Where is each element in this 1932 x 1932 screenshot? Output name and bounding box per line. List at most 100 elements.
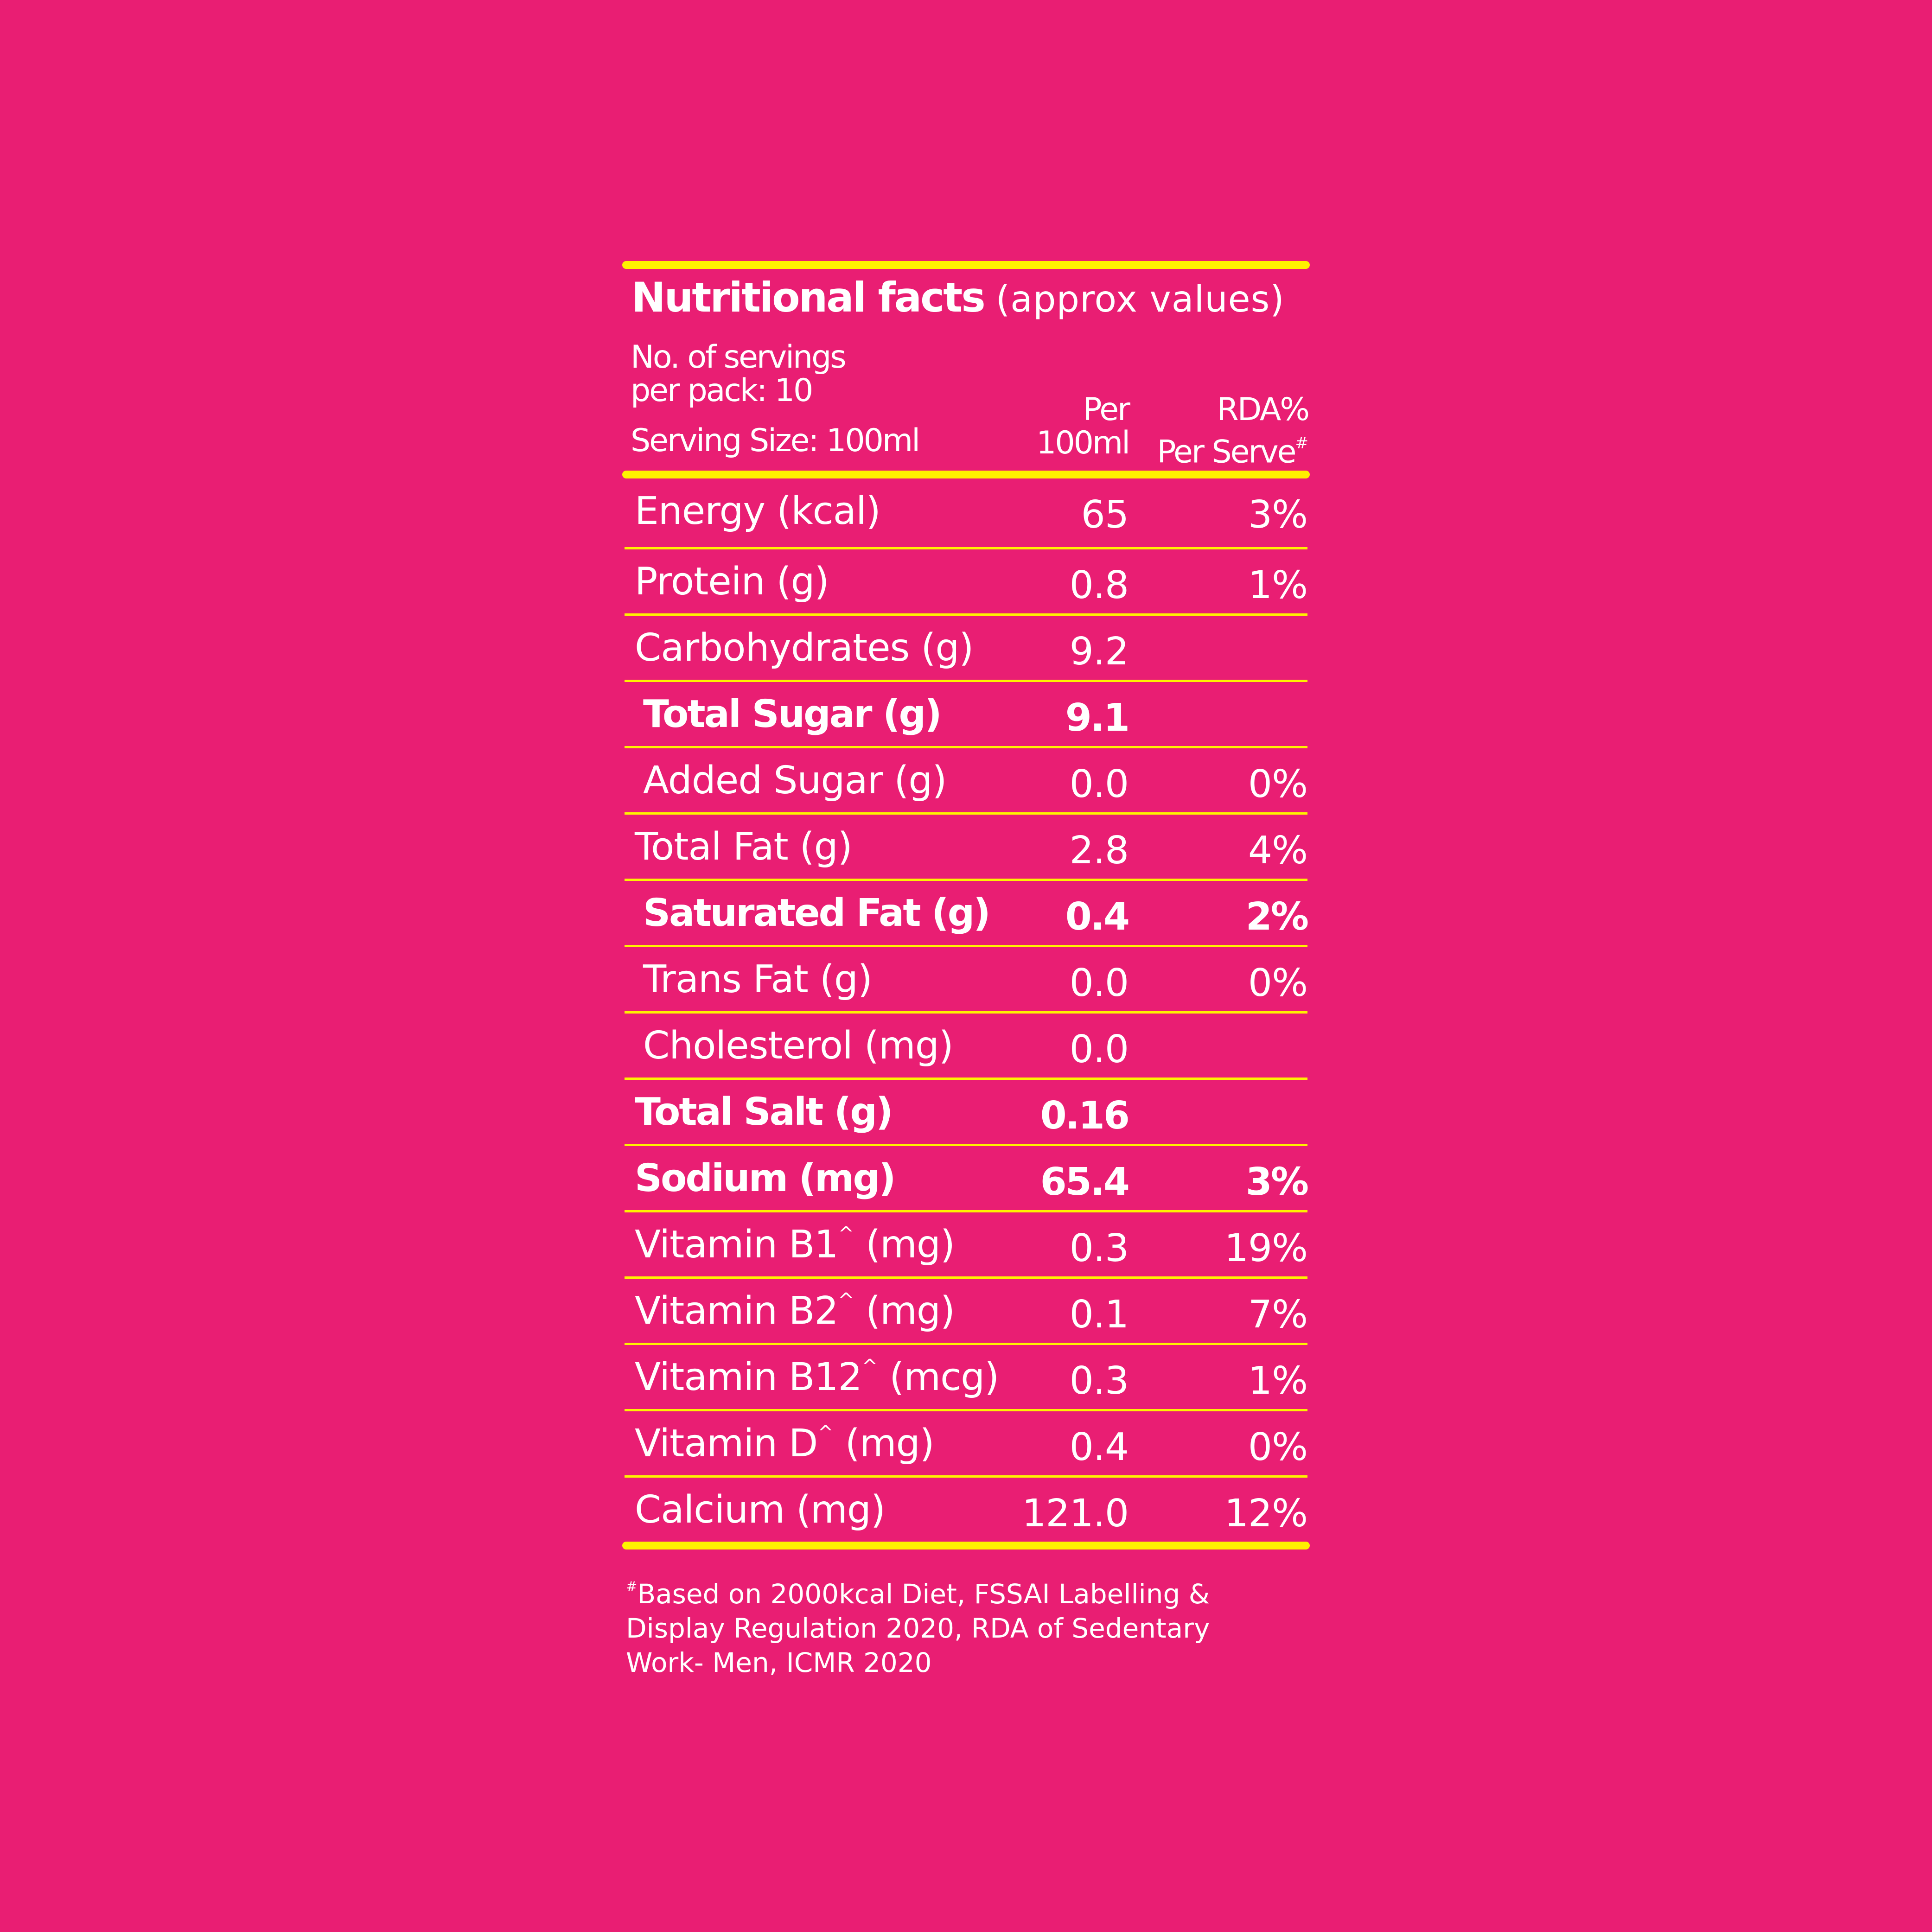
nutrient-name: Total Fat (g)	[635, 825, 853, 869]
rda-value: 1%	[1248, 563, 1308, 607]
footnote-mark: #	[1295, 434, 1309, 453]
per-100ml-value: 0.16	[1040, 1094, 1130, 1138]
footnote-line-2: Display Regulation 2020, RDA of Sedentar…	[626, 1613, 1210, 1645]
table-row: Energy (kcal) 65 3%	[625, 479, 1308, 549]
table-row: Calcium (mg) 121.0 12%	[625, 1478, 1308, 1544]
table-row: Saturated Fat (g) 0.4 2%	[625, 881, 1309, 947]
nutrient-superscript: ^	[838, 1289, 854, 1312]
rda-value: 3%	[1248, 493, 1308, 537]
nutrient-label: Total Sugar (g)	[643, 692, 942, 736]
rda-value: 0%	[1248, 1425, 1308, 1469]
nutrient-unit: (mcg)	[878, 1355, 999, 1399]
table-row: Cholesterol (mg) 0.0	[625, 1014, 1307, 1080]
column-header-per-100ml: Per 100ml	[1036, 391, 1130, 461]
nutrient-label: Saturated Fat (g)	[643, 891, 991, 935]
nutrient-name: Protein (g)	[635, 560, 829, 604]
per-100ml-value: 2.8	[1069, 829, 1129, 873]
per-100ml-value: 0.1	[1069, 1293, 1129, 1337]
col-per-line-2: 100ml	[1036, 425, 1130, 461]
footnote: #Based on 2000kcal Diet, FSSAI Labelling…	[626, 1569, 1321, 1680]
nutrient-name: Vitamin B12^ (mcg)	[635, 1355, 999, 1399]
footnote-text-1: Based on 2000kcal Diet, FSSAI Labelling …	[637, 1578, 1210, 1610]
nutrient-name: Added Sugar (g)	[643, 759, 947, 803]
nutrient-superscript: ^	[817, 1422, 834, 1444]
rda-value: 0%	[1248, 961, 1308, 1005]
nutrient-label: Cholesterol (mg)	[643, 1024, 954, 1068]
bottom-divider-bar	[622, 1542, 1310, 1549]
top-divider-bar	[622, 261, 1310, 269]
nutrient-label: Protein (g)	[635, 560, 829, 604]
per-100ml-value: 0.0	[1069, 961, 1129, 1005]
nutrient-label: Energy (kcal)	[635, 489, 881, 533]
nutrient-name: Calcium (mg)	[635, 1488, 886, 1532]
footnote-line-3: Work- Men, ICMR 2020	[626, 1647, 932, 1679]
table-row: Trans Fat (g) 0.0 0%	[625, 947, 1308, 1014]
header-divider-bar	[622, 471, 1310, 478]
footnote-line-1: #Based on 2000kcal Diet, FSSAI Labelling…	[626, 1569, 1321, 1611]
table-row: Sodium (mg) 65.4 3%	[625, 1146, 1309, 1212]
nutrition-table: Energy (kcal) 65 3% Protein (g) 0.8 1% Carbohy…	[625, 479, 1309, 1544]
rda-value: 19%	[1224, 1226, 1308, 1270]
nutrient-label: Vitamin B1	[635, 1223, 839, 1267]
table-row: Total Fat (g) 2.8 4%	[625, 815, 1308, 881]
rda-value: 12%	[1224, 1492, 1308, 1536]
nutrient-name: Vitamin B1^ (mg)	[635, 1223, 955, 1267]
serving-size: Serving Size: 100ml	[631, 422, 920, 459]
nutrient-label: Sodium (mg)	[635, 1156, 896, 1200]
table-row: Vitamin B2^ (mg) 0.1 7%	[625, 1279, 1308, 1345]
nutrient-name: Sodium (mg)	[635, 1156, 896, 1200]
nutrient-label: Vitamin B12	[635, 1355, 862, 1399]
nutrient-unit: (mg)	[854, 1223, 955, 1267]
nutrient-name: Vitamin D^ (mg)	[635, 1422, 935, 1466]
nutrient-label: Vitamin D	[635, 1422, 818, 1466]
table-row: Vitamin B1^ (mg) 0.3 19%	[625, 1212, 1308, 1279]
col-rda-text: Per Serve	[1157, 434, 1296, 471]
nutrient-label: Calcium (mg)	[635, 1488, 886, 1532]
nutrient-unit: (mg)	[833, 1422, 935, 1466]
table-row: Added Sugar (g) 0.0 0%	[625, 748, 1308, 815]
nutrient-label: Added Sugar (g)	[643, 759, 947, 803]
nutrient-superscript: ^	[861, 1355, 878, 1378]
nutrient-label: Carbohydrates (g)	[635, 626, 974, 670]
nutrient-name: Carbohydrates (g)	[635, 626, 974, 670]
servings-line-1: No. of servings	[631, 339, 847, 376]
per-100ml-value: 0.0	[1069, 762, 1129, 806]
per-100ml-value: 65	[1081, 493, 1129, 537]
title-main: Nutritional facts	[631, 274, 986, 321]
column-header-rda: RDA% Per Serve#	[1157, 393, 1310, 469]
nutrient-label: Total Fat (g)	[635, 825, 853, 869]
per-100ml-value: 9.2	[1069, 630, 1129, 674]
title-subtitle: (approx values)	[995, 279, 1285, 320]
rda-value: 4%	[1248, 829, 1308, 873]
per-100ml-value: 0.3	[1069, 1359, 1129, 1403]
rda-value: 0%	[1248, 762, 1308, 806]
rda-value: 3%	[1245, 1160, 1309, 1204]
nutrient-label: Total Salt (g)	[635, 1090, 893, 1134]
table-row: Carbohydrates (g) 9.2	[625, 616, 1307, 682]
nutrient-name: Total Salt (g)	[635, 1090, 893, 1134]
col-rda-line-2: Per Serve#	[1157, 427, 1308, 469]
nutrient-name: Trans Fat (g)	[643, 957, 873, 1001]
per-100ml-value: 0.0	[1069, 1027, 1129, 1071]
per-100ml-value: 0.3	[1069, 1226, 1129, 1270]
per-100ml-value: 0.4	[1069, 1425, 1129, 1469]
rda-value: 7%	[1248, 1293, 1308, 1337]
per-100ml-value: 0.8	[1069, 563, 1129, 607]
per-100ml-value: 0.4	[1065, 895, 1130, 939]
nutrient-name: Saturated Fat (g)	[643, 891, 991, 935]
servings-line-2: per pack: 10	[631, 372, 813, 409]
nutrient-superscript: ^	[838, 1223, 854, 1245]
per-100ml-value: 65.4	[1040, 1160, 1130, 1204]
nutrient-name: Vitamin B2^ (mg)	[635, 1289, 955, 1333]
col-per-line-1: Per	[1083, 391, 1130, 428]
nutrient-label: Vitamin B2	[635, 1289, 839, 1333]
table-row: Total Sugar (g) 9.1	[625, 682, 1307, 748]
rda-value: 2%	[1245, 895, 1309, 939]
table-row: Vitamin B12^ (mcg) 0.3 1%	[625, 1345, 1308, 1411]
table-row: Protein (g) 0.8 1%	[625, 549, 1308, 616]
nutrient-unit: (mg)	[854, 1289, 955, 1333]
panel-title: Nutritional facts (approx values)	[631, 274, 1285, 321]
footnote-mark: #	[626, 1579, 638, 1594]
per-100ml-value: 9.1	[1065, 696, 1130, 740]
table-row: Total Salt (g) 0.16	[625, 1080, 1307, 1146]
